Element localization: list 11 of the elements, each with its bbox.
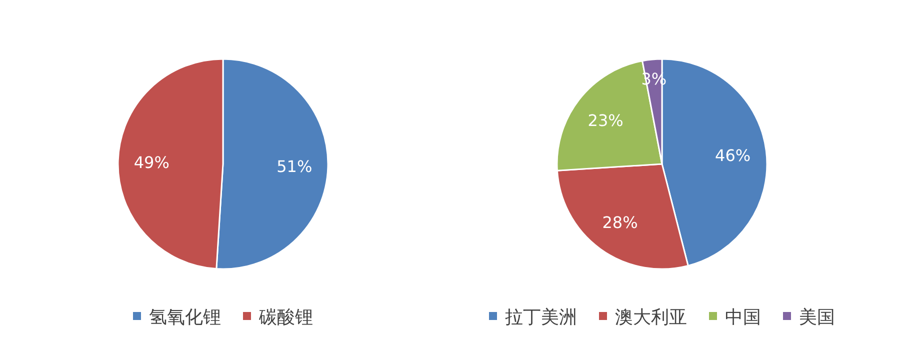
data-label: 46% xyxy=(715,146,751,166)
legend-label: 氢氧化锂 xyxy=(149,307,221,328)
data-label: 51% xyxy=(276,157,312,176)
data-label: 49% xyxy=(134,152,170,172)
legend-label: 美国 xyxy=(799,307,835,328)
legend-label: 中国 xyxy=(725,307,761,328)
legend-label: 澳大利亚 xyxy=(615,307,687,328)
legend-label: 拉丁美洲 xyxy=(505,307,577,328)
data-label: 23% xyxy=(588,111,624,130)
legend-label: 碳酸锂 xyxy=(258,307,313,328)
data-label: 28% xyxy=(602,212,638,232)
